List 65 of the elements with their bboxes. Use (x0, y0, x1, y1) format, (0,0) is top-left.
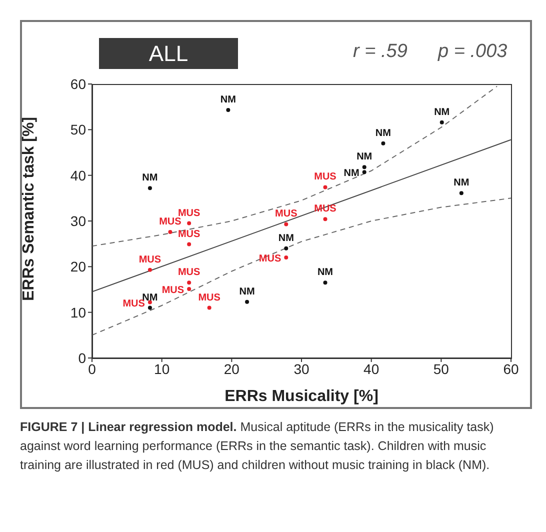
line-series (92, 86, 498, 247)
text: MUS (178, 228, 200, 240)
point (226, 108, 230, 112)
point (323, 280, 328, 285)
text: r = .59 (353, 41, 408, 63)
text: MUS (258, 254, 282, 265)
point (323, 185, 328, 190)
y-tick-label: 40 (70, 167, 86, 184)
text: NM (317, 267, 334, 278)
y-tick-label: 0 (78, 350, 86, 366)
point (187, 221, 192, 226)
point (148, 268, 152, 272)
y-tick-label: 60 (70, 76, 86, 92)
chart-title: ALL (99, 38, 238, 69)
x-tick-label: 30 (294, 360, 310, 377)
point (323, 217, 328, 222)
point (207, 306, 212, 310)
point (362, 165, 366, 170)
point (440, 120, 444, 124)
text: NM (220, 94, 236, 106)
point (362, 170, 366, 174)
text: MUS (275, 208, 298, 220)
x-tick-label: 60 (503, 360, 519, 377)
text: MUS (198, 292, 220, 304)
point (284, 222, 288, 226)
text: MUS (159, 216, 182, 228)
caption: FIGURE 7 | Linear regression model. Musical aptitude (ERRs in the musicality task) against word learning performance (ERRs in the semantic task). Children with music training are illustrated in red (MUS) and children without music training in black (NM). (20, 419, 495, 474)
text: NM (239, 286, 255, 298)
x-tick-label: 20 (224, 360, 240, 377)
text: NM (356, 152, 372, 163)
text: NM (142, 172, 158, 184)
y-tick-label: 30 (70, 212, 86, 229)
text: MUS (122, 298, 145, 310)
point (245, 300, 250, 304)
x-tick-label: 0 (88, 360, 96, 377)
y-tick-label: 10 (70, 304, 86, 320)
point (148, 306, 152, 310)
text: NM (278, 232, 294, 244)
text: MUS (138, 254, 162, 266)
x-tick-label: 40 (364, 360, 380, 377)
y-tick-label: 50 (70, 122, 86, 138)
x-tick-label: 10 (154, 360, 170, 377)
x-axis-title: ERRs Musicality [%] (224, 388, 378, 405)
text: p = .003 (438, 41, 508, 63)
text: NM (375, 128, 391, 139)
series-label: NM (344, 168, 360, 180)
series-label: MUS (162, 285, 184, 296)
x-tick-label: 50 (433, 360, 450, 377)
y-tick-label: 20 (70, 258, 86, 275)
text: MUS (178, 267, 200, 278)
text: NM (434, 106, 450, 118)
point (459, 191, 464, 196)
point (284, 246, 288, 250)
point (381, 141, 386, 146)
point (148, 186, 152, 190)
point (187, 287, 192, 292)
y-axis-title: ERRs Semantic task [%] (20, 116, 38, 301)
point (187, 242, 192, 246)
text: NM (454, 178, 470, 189)
point (284, 256, 288, 260)
text: MUS (178, 208, 200, 219)
line-series (92, 198, 511, 336)
point (168, 230, 172, 234)
point (187, 280, 192, 285)
text: MUS (314, 172, 336, 183)
